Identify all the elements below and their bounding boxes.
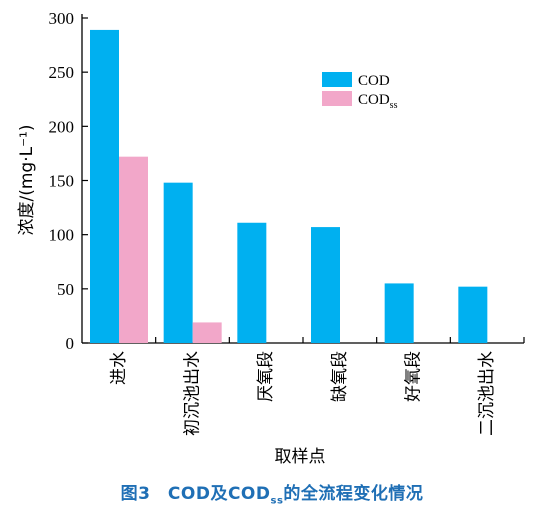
x-tick-label: 好氧段 (404, 351, 424, 402)
x-tick-label: 进水 (109, 351, 129, 385)
legend-swatch-cod (322, 72, 352, 87)
figure-caption: 图3 COD及CODss的全流程变化情况 (0, 479, 544, 506)
x-tick-label-text: 缺氧段 (330, 351, 350, 402)
y-tick-label: 0 (66, 334, 75, 353)
bar-cod-4 (384, 283, 414, 343)
y-tick-label: 50 (57, 280, 74, 299)
bar-cod-5 (458, 286, 488, 343)
bar-cod-2 (237, 222, 267, 343)
legend-swatch-cod-ss (322, 91, 352, 106)
bars (90, 29, 488, 344)
figure-caption-subscript: ss (270, 495, 284, 507)
x-tick-label-text: 初沉池出水 (183, 351, 203, 436)
y-tick-label: 150 (49, 172, 75, 191)
y-tick-label: 100 (49, 226, 75, 245)
x-tick-label-text: 好氧段 (404, 351, 424, 402)
figure-caption-suffix: 的全流程变化情况 (283, 484, 424, 504)
legend-label-cod: COD (358, 73, 390, 89)
y-tick-label: 200 (49, 117, 75, 136)
legend-label-cod-ss: CODss (358, 92, 398, 111)
x-tick-label: 二沉池出水 (477, 351, 497, 436)
bar-cod-0 (90, 29, 119, 344)
legend-label-cod-ss-main: COD (358, 92, 390, 108)
x-tick-label: 厌氧段 (256, 351, 276, 402)
x-axis-title: 取样点 (275, 447, 326, 467)
bar-cod-ss-1 (192, 322, 222, 343)
x-tick-label-text: 厌氧段 (256, 351, 276, 402)
legend-label-cod-ss-subscript: ss (390, 100, 398, 111)
figure-caption-prefix: 图3 COD及COD (120, 484, 271, 504)
y-tick-label: 300 (49, 9, 75, 28)
x-tick-label-text: 进水 (109, 351, 129, 385)
legend: COD CODss (322, 72, 398, 111)
y-tick-label: 250 (49, 63, 75, 82)
x-tick-label: 初沉池出水 (183, 351, 203, 436)
x-tick-label: 缺氧段 (330, 351, 350, 402)
bar-cod-3 (311, 227, 340, 343)
y-axis-title: 浓度/(mg·L⁻¹) (17, 124, 37, 235)
x-axis: 进水 初沉池出水 厌氧段 缺氧段 好氧段 二沉池出水 (82, 337, 525, 436)
bar-cod-1 (163, 182, 193, 343)
y-axis: 0 50 100 150 200 250 300 (49, 9, 88, 353)
x-tick-label-text: 二沉池出水 (477, 351, 497, 436)
bar-cod-ss-0 (119, 156, 148, 343)
